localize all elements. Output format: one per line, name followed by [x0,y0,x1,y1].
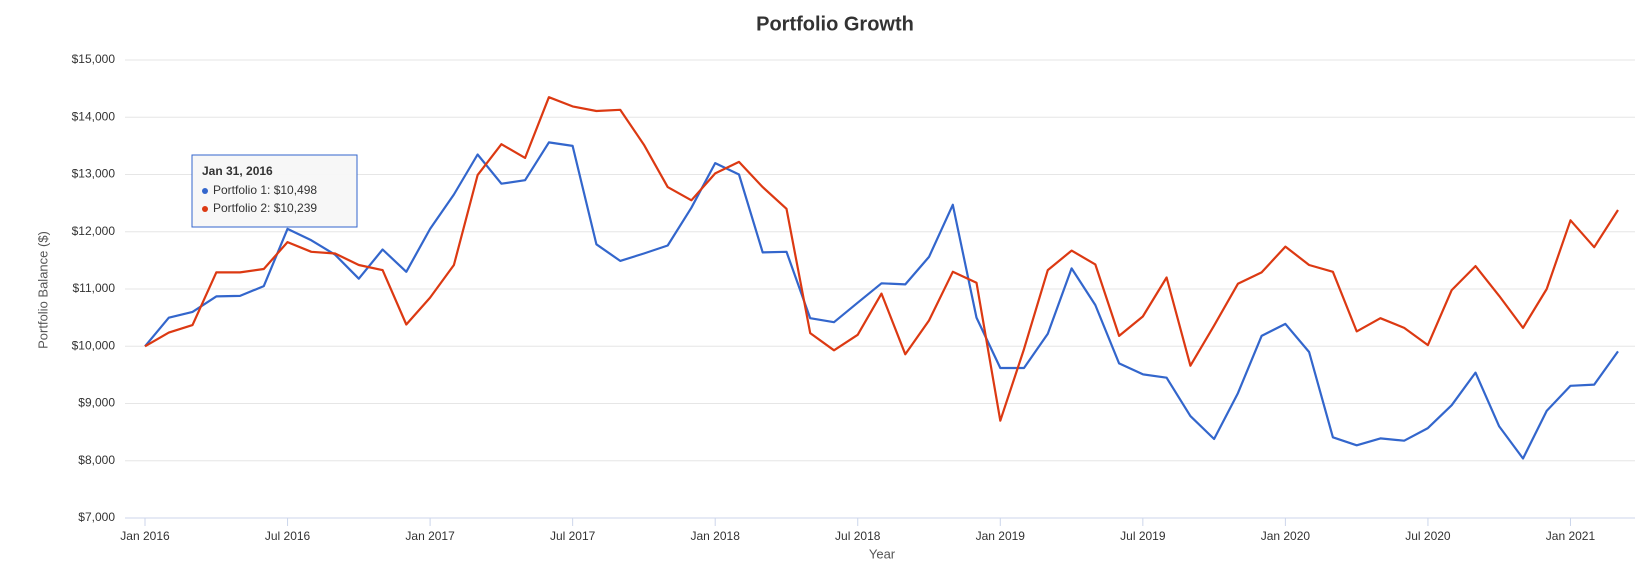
tooltip: Jan 31, 2016 Portfolio 1: $10,498 Portfoli… [191,154,358,228]
tooltip-item: Portfolio 1: $10,498 [213,183,317,197]
y-tick-label: $11,000 [73,281,116,295]
x-tick-label: Jan 2020 [1261,529,1311,543]
x-tick-label: Jul 2016 [265,529,311,543]
tooltip-marker [202,206,208,212]
chart-title: Portfolio Growth [756,13,914,35]
x-tick-label: Jan 2021 [1546,529,1596,543]
y-tick-label: $9,000 [78,396,115,410]
series-line [144,96,1619,422]
x-tick-label: Jul 2019 [1120,529,1166,543]
tooltip-item: Portfolio 2: $10,239 [213,201,317,215]
tooltip-title: Jan 31, 2016 [202,164,273,178]
y-tick-label: $8,000 [78,453,115,467]
y-tick-label: $14,000 [72,109,116,123]
y-tick-label: $10,000 [72,338,116,352]
x-tick-label: Jan 2019 [976,529,1026,543]
series-line [144,141,1619,460]
y-tick-label: $15,000 [72,52,116,66]
x-tick-label: Jan 2017 [405,529,455,543]
y-axis-title: Portfolio Balance ($) [35,231,50,349]
y-tick-label: $13,000 [72,167,116,181]
x-tick-label: Jul 2017 [550,529,596,543]
tooltip-marker [202,188,208,194]
y-tick-label: $7,000 [78,510,115,524]
x-tick-label: Jan 2018 [690,529,740,543]
y-tick-label: $12,000 [72,224,116,238]
x-axis-title: Year [869,546,896,561]
tooltip-box [191,154,358,228]
x-tick-label: Jul 2020 [1405,529,1451,543]
x-tick-label: Jul 2018 [835,529,881,543]
x-tick-label: Jan 2016 [120,529,170,543]
